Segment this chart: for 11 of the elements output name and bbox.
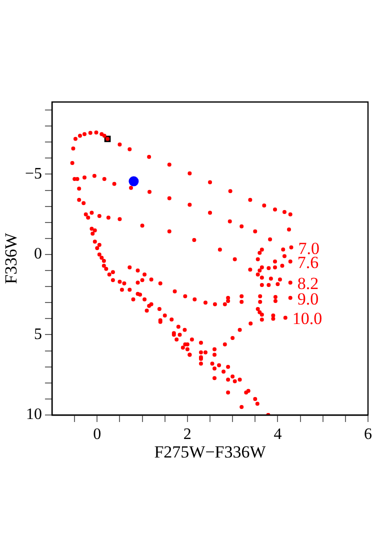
x-tick-label: 4	[274, 426, 282, 443]
y-tick-label: 10	[26, 406, 42, 424]
x-axis-title: F275W−F336W	[154, 442, 267, 462]
series-label: 10.0	[292, 309, 322, 328]
x-tick-label: 0	[93, 426, 102, 443]
y-axis-title: F336W	[2, 232, 21, 284]
x-tick-label: 6	[364, 426, 372, 443]
y-tick-label: 5	[34, 326, 42, 343]
y-tick-label: −5	[24, 165, 42, 182]
y-tick-label: 0	[34, 246, 42, 263]
x-tick-label: 2	[183, 426, 192, 443]
